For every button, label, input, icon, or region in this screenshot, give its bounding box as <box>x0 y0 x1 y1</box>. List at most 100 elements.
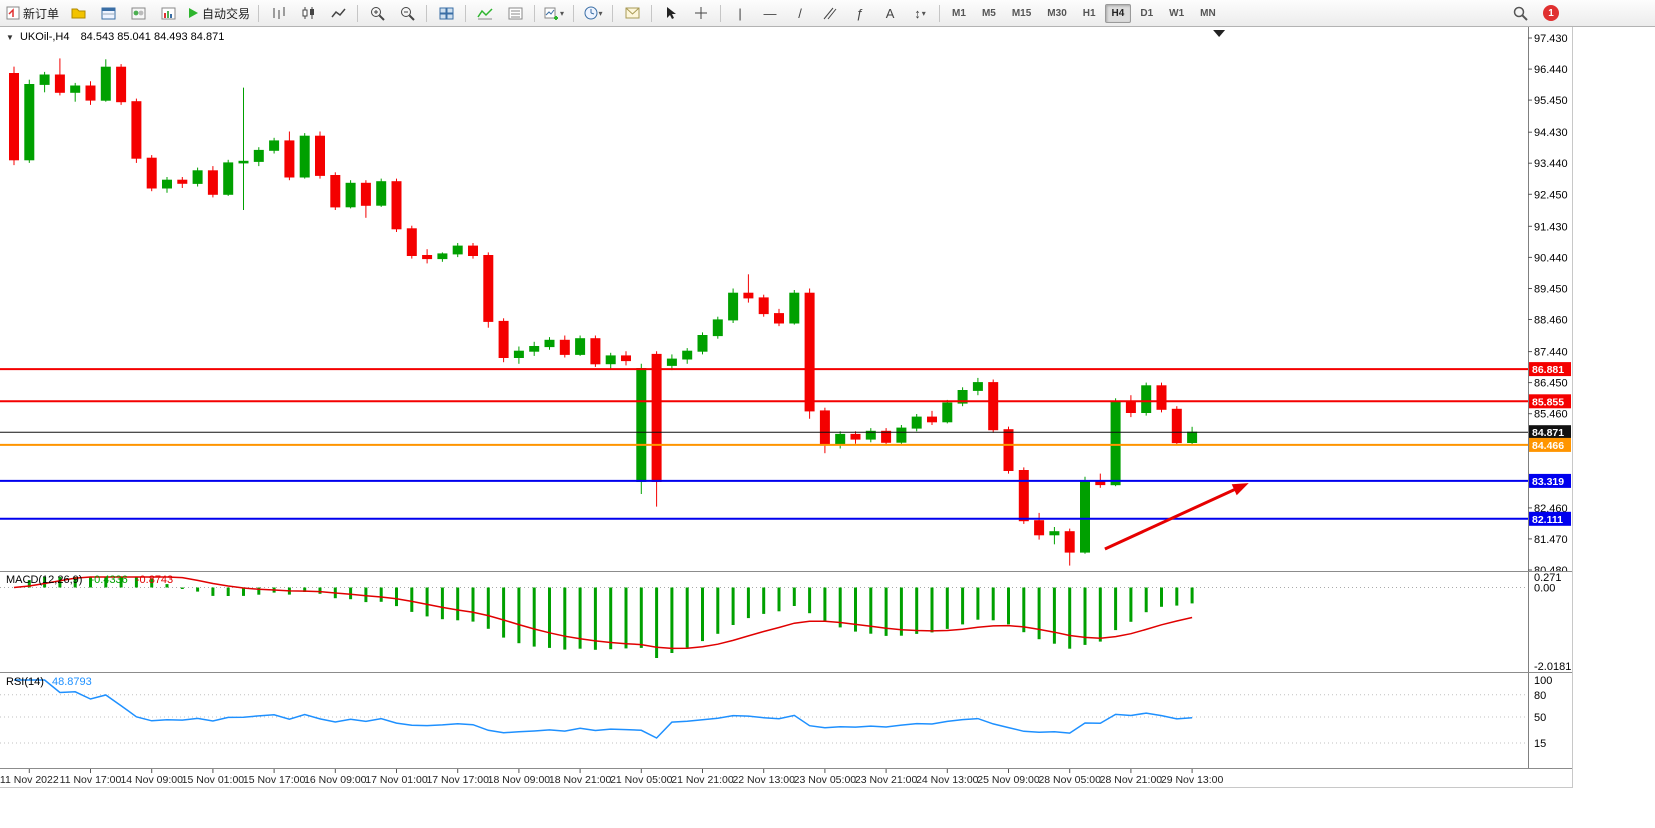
svg-text:14 Nov 09:00: 14 Nov 09:00 <box>120 774 183 786</box>
timeframe-button-D1[interactable]: D1 <box>1140 7 1154 19</box>
tile-windows-icon <box>439 7 454 19</box>
timeframe-button-H1[interactable]: H1 <box>1082 7 1096 19</box>
svg-text:18 Nov 09:00: 18 Nov 09:00 <box>488 774 551 786</box>
trendline-button[interactable]: / <box>786 1 814 25</box>
panel-separator[interactable] <box>0 571 1572 572</box>
zoom-in-button[interactable] <box>363 1 391 25</box>
toolbar-separator <box>720 4 722 22</box>
svg-text:80: 80 <box>1534 690 1546 702</box>
ohlc-values: 84.543 85.041 84.493 84.871 <box>80 31 225 43</box>
panel-separator[interactable] <box>0 672 1572 673</box>
svg-text:95.450: 95.450 <box>1534 95 1568 107</box>
horizontal-line-icon: — <box>763 5 777 21</box>
chart-candles-button[interactable] <box>294 1 322 25</box>
horizontal-line-button[interactable]: — <box>756 1 784 25</box>
svg-text:100: 100 <box>1534 675 1552 687</box>
data-window-icon <box>131 7 146 19</box>
svg-text:88.460: 88.460 <box>1534 315 1568 327</box>
rsi-header: RSI(14) 48.8793 <box>6 676 92 688</box>
timeframe-button-W1[interactable]: W1 <box>1169 7 1185 19</box>
svg-text:29 Nov 13:00: 29 Nov 13:00 <box>1161 774 1224 786</box>
search-button[interactable] <box>1506 1 1534 25</box>
folder-icon <box>71 8 86 18</box>
objects-list-button[interactable] <box>501 1 529 25</box>
tile-windows-button[interactable] <box>432 1 460 25</box>
search-icon <box>1513 6 1528 21</box>
svg-text:87.440: 87.440 <box>1534 347 1568 359</box>
data-window-button[interactable] <box>124 1 152 25</box>
trend-arrow[interactable] <box>1104 483 1249 551</box>
autotrading-button[interactable]: 自动交易 <box>184 1 253 25</box>
svg-text:83.319: 83.319 <box>1532 476 1564 488</box>
svg-text:18 Nov 21:00: 18 Nov 21:00 <box>549 774 612 786</box>
notification-badge[interactable]: 1 <box>1543 5 1559 21</box>
svg-text:15: 15 <box>1534 738 1546 750</box>
profiles-button[interactable] <box>64 1 92 25</box>
svg-text:89.450: 89.450 <box>1534 284 1568 296</box>
symbol-period-label: UKOil-,H4 <box>19 31 70 43</box>
rsi-label: RSI(14) <box>6 676 44 688</box>
toolbar-separator <box>651 4 653 22</box>
zoom-out-button[interactable] <box>393 1 421 25</box>
channel-button[interactable] <box>816 1 844 25</box>
fibonacci-icon: ƒ <box>856 5 864 21</box>
main-chart[interactable]: 97.430 96.440 95.450 94.430 93.440 92.450 91.4… <box>0 27 1572 571</box>
svg-text:-2.0181: -2.0181 <box>1534 661 1571 672</box>
one-click-trading-toggle[interactable]: ▼ <box>6 33 14 42</box>
svg-text:28 Nov 05:00: 28 Nov 05:00 <box>1038 774 1101 786</box>
svg-text:82.111: 82.111 <box>1532 514 1563 526</box>
chart-window: ▼ UKOil-,H4 84.543 85.041 84.493 84.871 … <box>0 27 1573 788</box>
indicators-button[interactable] <box>471 1 499 25</box>
cursor-button[interactable] <box>657 1 685 25</box>
horizontal-lines[interactable] <box>0 368 1528 520</box>
svg-text:84.871: 84.871 <box>1532 427 1564 439</box>
rsi-panel[interactable]: 100 80 50 15 <box>0 673 1572 768</box>
market-watch-button[interactable] <box>94 1 122 25</box>
template-icon <box>625 7 640 19</box>
svg-text:0.271: 0.271 <box>1534 572 1562 584</box>
svg-text:86.881: 86.881 <box>1532 364 1564 376</box>
fibonacci-button[interactable]: ƒ <box>846 1 874 25</box>
crosshair-button[interactable] <box>687 1 715 25</box>
terminal-icon <box>161 7 176 19</box>
toolbar-separator <box>939 4 941 22</box>
toolbar-separator <box>258 4 260 22</box>
svg-text:84.466: 84.466 <box>1532 440 1564 452</box>
chart-bars-button[interactable] <box>264 1 292 25</box>
play-icon <box>189 8 199 18</box>
timeframe-button-MN[interactable]: MN <box>1200 7 1216 19</box>
arrows-button[interactable]: ↕ ▾ <box>906 1 934 25</box>
timeframe-button-M15[interactable]: M15 <box>1011 7 1032 19</box>
vertical-line-button[interactable]: | <box>726 1 754 25</box>
chart-line-button[interactable] <box>324 1 352 25</box>
text-button[interactable]: A <box>876 1 904 25</box>
toolbar-separator <box>357 4 359 22</box>
svg-text:21 Nov 21:00: 21 Nov 21:00 <box>671 774 734 786</box>
svg-text:90.440: 90.440 <box>1534 252 1568 264</box>
rsi-line <box>14 679 1193 739</box>
macd-signal-line <box>13 576 1193 650</box>
svg-text:11 Nov 17:00: 11 Nov 17:00 <box>60 774 122 786</box>
cursor-icon <box>666 7 676 19</box>
arrows-icon: ↕ <box>914 5 921 21</box>
svg-text:17 Nov 17:00: 17 Nov 17:00 <box>426 774 489 786</box>
terminal-button[interactable] <box>154 1 182 25</box>
timeframe-button-M5[interactable]: M5 <box>981 7 996 19</box>
new-order-button[interactable]: 新订单 <box>3 1 62 25</box>
autotrading-label: 自动交易 <box>202 6 251 21</box>
periods-button[interactable]: ▾ <box>579 1 607 25</box>
timeframe-button-H4[interactable]: H4 <box>1104 3 1132 23</box>
templates-button[interactable] <box>618 1 646 25</box>
svg-text:15 Nov 01:00: 15 Nov 01:00 <box>182 774 245 786</box>
panel-separator <box>0 768 1572 769</box>
svg-text:93.440: 93.440 <box>1534 158 1568 170</box>
timeframe-button-M1[interactable]: M1 <box>952 7 966 19</box>
timeframe-button-M30[interactable]: M30 <box>1047 7 1067 19</box>
price-axis-labels[interactable]: 97.430 96.440 95.450 94.430 93.440 92.450 91.4… <box>1528 33 1568 571</box>
chevron-down-icon: ▾ <box>921 8 926 18</box>
chart-shift-marker[interactable] <box>1213 30 1226 37</box>
new-chart-button[interactable]: ▾ <box>540 1 568 25</box>
svg-text:50: 50 <box>1534 712 1546 724</box>
